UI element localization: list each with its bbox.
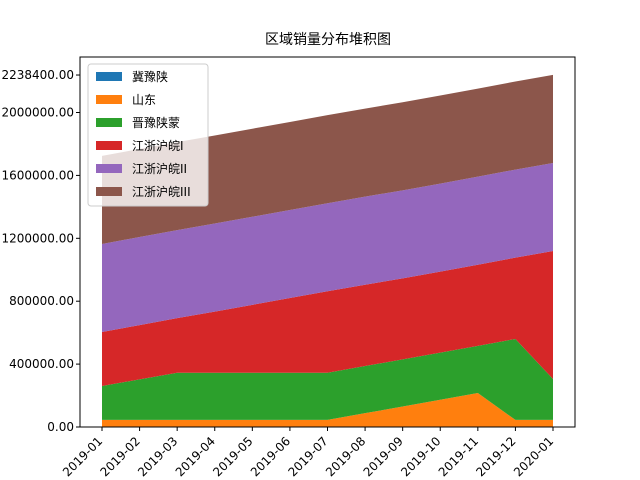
x-tick-label: 2019-01: [60, 434, 105, 479]
legend-swatch: [96, 187, 122, 196]
area: [102, 251, 553, 386]
area: [102, 338, 553, 420]
x-tick-label: 2019-08: [323, 434, 368, 479]
x-tick-label: 2019-07: [285, 434, 330, 479]
legend-label: 江浙沪皖I: [132, 139, 184, 153]
y-tick-label: 0.00: [47, 420, 74, 434]
legend-swatch: [96, 72, 122, 81]
legend-swatch: [96, 164, 122, 173]
legend-label: 晋豫陕蒙: [132, 115, 180, 130]
y-tick-label: 1200000.00: [1, 231, 74, 245]
legend-swatch: [96, 141, 122, 150]
x-tick-label: 2019-03: [135, 434, 180, 479]
x-tick-label: 2019-05: [210, 434, 255, 479]
legend-swatch: [96, 95, 122, 104]
area: [102, 162, 553, 333]
x-tick-label: 2019-02: [98, 434, 143, 479]
legend-label: 冀豫陕: [132, 69, 168, 84]
legend-label: 江浙沪皖II: [132, 162, 187, 176]
chart-title: 区域销量分布堆积图: [265, 32, 391, 48]
area: [102, 393, 553, 427]
x-tick-label: 2019-06: [248, 434, 293, 479]
x-tick-label: 2019-09: [361, 434, 406, 479]
x-tick-label: 2020-01: [511, 434, 556, 479]
legend-swatch: [96, 118, 122, 127]
x-tick-label: 2019-11: [436, 434, 481, 479]
legend-label: 江浙沪皖III: [132, 185, 191, 199]
x-tick-label: 2019-12: [473, 434, 518, 479]
y-tick-label: 400000.00: [9, 357, 74, 371]
y-tick-label: 1600000.00: [1, 168, 74, 182]
area: [102, 74, 553, 244]
y-tick-label: 2000000.00: [1, 106, 74, 120]
y-tick-label: 800000.00: [9, 294, 74, 308]
legend-label: 山东: [132, 93, 156, 107]
x-tick-label: 2019-04: [173, 434, 218, 479]
x-tick-label: 2019-10: [398, 434, 443, 479]
y-tick-label: 2238400.00: [1, 68, 74, 82]
